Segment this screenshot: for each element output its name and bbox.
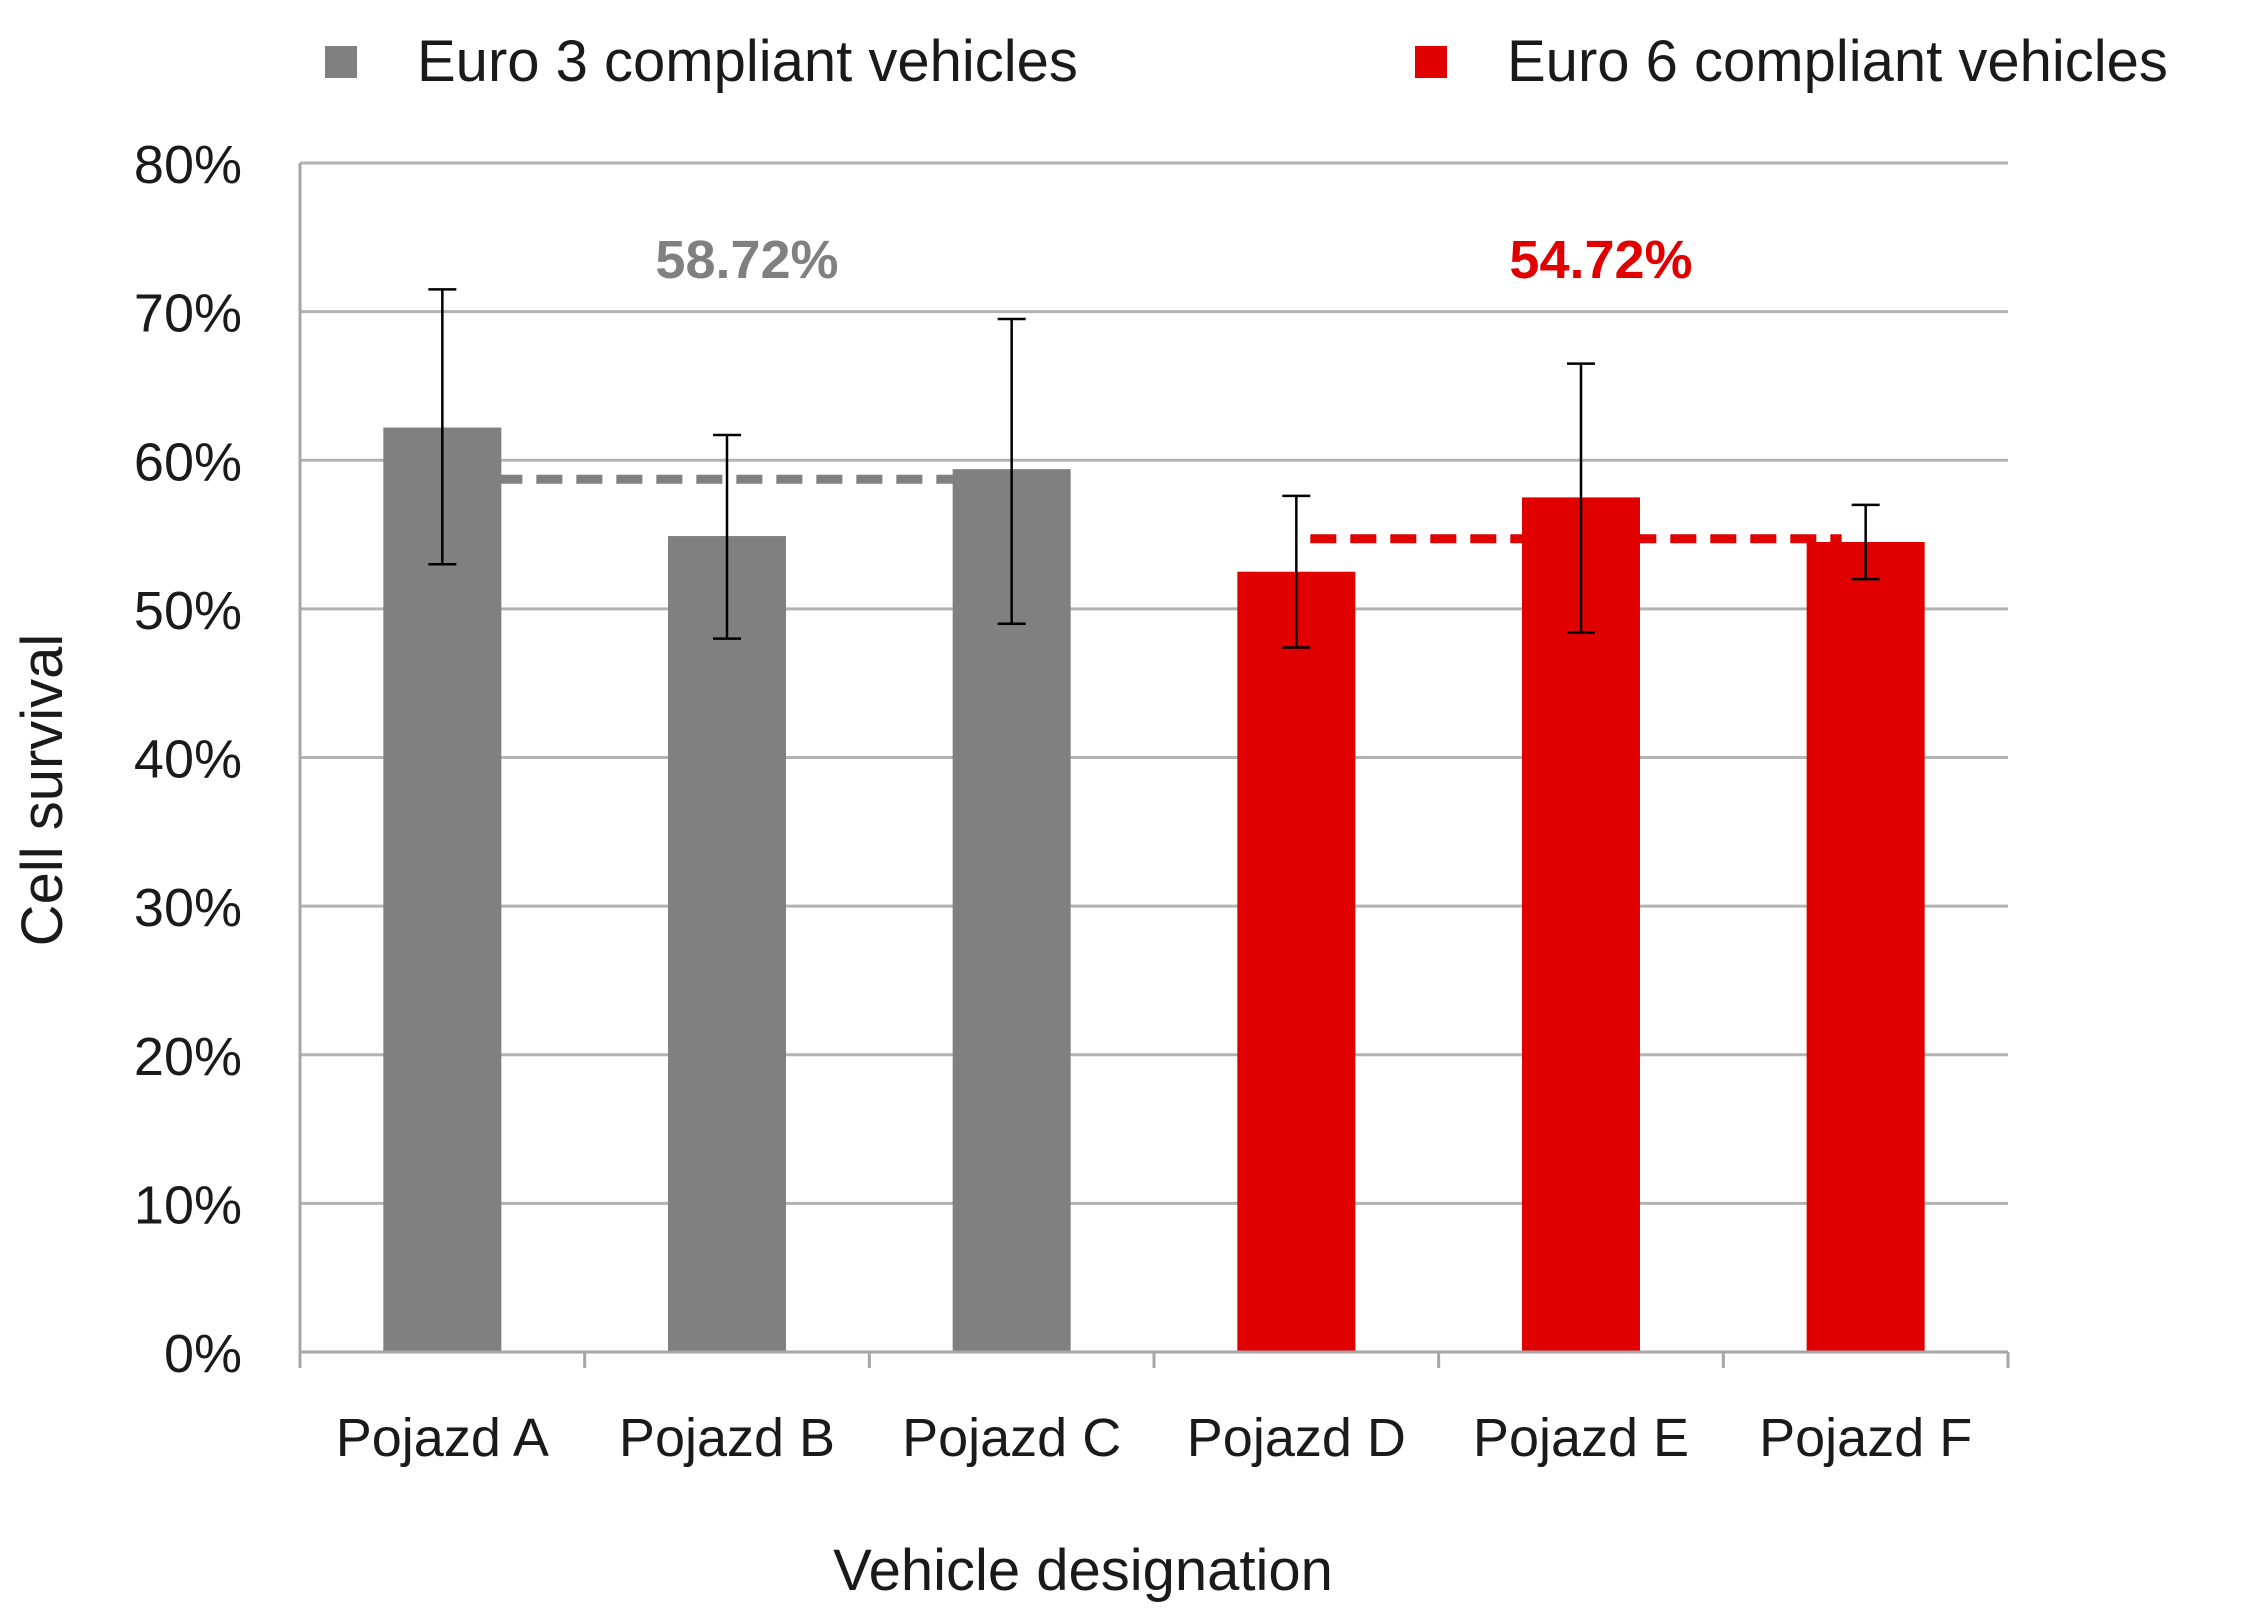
error-bar [997,317,1026,625]
error-bars [428,288,1880,649]
y-tick-label: 20% [134,1027,242,1087]
x-axis-label: Vehicle designation [833,1538,1333,1603]
y-tick-label: 0% [164,1324,242,1384]
bars [383,427,1925,1353]
error-bar [1851,503,1880,581]
x-tick-label: Pojazd A [336,1408,549,1468]
legend-swatch-euro6 [1415,45,1447,78]
error-bar [1282,494,1311,649]
y-tick-label: 60% [134,432,242,492]
error-bar [713,433,741,640]
mean-label: 54.72% [1509,230,1692,290]
bar [1806,541,1925,1352]
mean-lines [456,474,1842,544]
legend-swatch-euro3 [325,45,357,78]
bar [1237,571,1356,1352]
tick-labels: 0% 10% 20% 30% 40% 50% 60% 70% 80% Pojazd A Pojazd… [134,135,1972,1468]
legend-label-euro3: Euro 3 compliant vehicles [417,29,1078,94]
mean-label: 58.72% [655,230,838,290]
y-tick-label: 30% [134,878,242,938]
error-bar [1567,362,1595,634]
y-tick-label: 10% [134,1175,242,1235]
y-tick-label: 50% [134,581,242,641]
x-tick-label: Pojazd B [619,1408,835,1468]
y-axis-label: Cell survival [10,634,75,947]
x-tick-label: Pojazd C [902,1408,1121,1468]
legend-item-euro3: Euro 3 compliant vehicles [325,28,1078,95]
x-tick-label: Pojazd E [1473,1408,1689,1468]
x-tick-label: Pojazd D [1187,1408,1406,1468]
bar [383,427,502,1352]
y-tick-label: 70% [134,284,242,344]
bar [668,536,786,1352]
error-bar [428,288,457,566]
gridlines [300,161,2008,1205]
axes [298,163,2010,1368]
bar [1522,497,1640,1352]
x-tick-label: Pojazd F [1759,1408,1972,1468]
y-tick-label: 40% [134,730,242,790]
legend-label-euro6: Euro 6 compliant vehicles [1507,29,2168,94]
legend-item-euro6: Euro 6 compliant vehicles [1415,28,2168,95]
y-tick-label: 80% [134,135,242,195]
